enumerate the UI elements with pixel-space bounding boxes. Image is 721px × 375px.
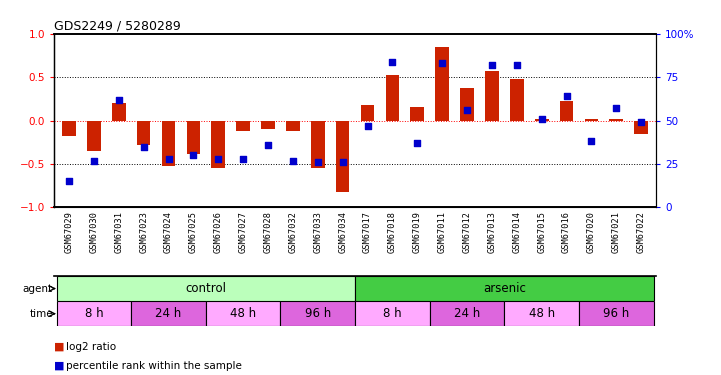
Point (611, 105, 622, 111)
Text: GSM67013: GSM67013 (487, 211, 497, 253)
Point (187, 152, 199, 158)
Bar (236, 121, 250, 131)
Bar (286, 121, 300, 131)
Text: GSM67017: GSM67017 (363, 211, 372, 253)
Text: GSM67027: GSM67027 (239, 211, 247, 253)
Text: 96 h: 96 h (603, 307, 629, 320)
Point (113, 97, 125, 103)
Text: GSM67025: GSM67025 (189, 211, 198, 253)
Bar (137, 121, 151, 145)
Bar (460, 88, 474, 121)
Text: GSM67030: GSM67030 (89, 211, 98, 253)
Text: 96 h: 96 h (305, 307, 331, 320)
Bar (609, 119, 623, 121)
Text: 48 h: 48 h (528, 307, 554, 320)
Point (237, 156, 249, 162)
Bar (355, 301, 430, 326)
Point (585, 138, 597, 144)
Point (138, 144, 149, 150)
Bar (386, 75, 399, 121)
Text: percentile rank within the sample: percentile rank within the sample (66, 361, 242, 370)
Point (486, 62, 497, 68)
Text: GSM67021: GSM67021 (612, 211, 621, 253)
Text: GSM67014: GSM67014 (513, 211, 521, 253)
Text: GSM67016: GSM67016 (562, 211, 571, 253)
Text: control: control (185, 282, 226, 295)
Bar (435, 47, 449, 121)
Point (362, 123, 373, 129)
Point (561, 93, 572, 99)
Point (386, 58, 398, 64)
Bar (585, 119, 598, 121)
Text: GSM67019: GSM67019 (413, 211, 422, 253)
Bar (211, 121, 225, 168)
Bar (87, 121, 101, 151)
Text: 24 h: 24 h (454, 307, 480, 320)
Text: GSM67023: GSM67023 (139, 211, 148, 253)
Text: GSM67034: GSM67034 (338, 211, 347, 253)
Text: arsenic: arsenic (483, 282, 526, 295)
Text: GSM67018: GSM67018 (388, 211, 397, 253)
Point (412, 140, 423, 146)
Text: GSM67028: GSM67028 (263, 211, 273, 253)
Bar (505, 301, 579, 326)
Text: log2 ratio: log2 ratio (66, 342, 117, 352)
Point (436, 60, 448, 66)
Bar (360, 105, 374, 121)
Text: 8 h: 8 h (84, 307, 103, 320)
Point (63, 178, 75, 184)
Bar (485, 71, 499, 121)
Text: GSM67032: GSM67032 (288, 211, 297, 253)
Text: GSM67033: GSM67033 (314, 211, 322, 253)
Text: GSM67011: GSM67011 (438, 211, 447, 253)
Point (262, 142, 274, 148)
Text: GDS2249 / 5280289: GDS2249 / 5280289 (54, 20, 181, 33)
Bar (131, 301, 205, 326)
Bar (336, 121, 350, 192)
Bar (634, 121, 648, 134)
Text: ■: ■ (54, 342, 65, 352)
Text: agent: agent (22, 284, 53, 294)
Point (461, 107, 473, 113)
Text: ■: ■ (54, 361, 65, 370)
Text: GSM67020: GSM67020 (587, 211, 596, 253)
Bar (311, 121, 324, 168)
Bar (187, 121, 200, 154)
Bar (205, 301, 280, 326)
Bar (62, 121, 76, 136)
Bar (410, 107, 424, 121)
Point (511, 62, 523, 68)
Text: GSM67029: GSM67029 (64, 211, 74, 253)
Bar (261, 121, 275, 129)
Point (287, 158, 298, 164)
Text: GSM67022: GSM67022 (637, 211, 646, 253)
Bar (559, 100, 573, 121)
Point (536, 116, 547, 122)
Point (312, 159, 324, 165)
Bar (579, 301, 654, 326)
Bar (430, 301, 505, 326)
Text: GSM67015: GSM67015 (537, 211, 547, 253)
Bar (162, 121, 175, 166)
Bar (535, 119, 549, 121)
Text: 8 h: 8 h (383, 307, 402, 320)
Point (88, 158, 99, 164)
Bar (510, 79, 523, 121)
Point (635, 119, 647, 125)
Text: time: time (30, 309, 53, 319)
Text: GSM67024: GSM67024 (164, 211, 173, 253)
Bar (280, 301, 355, 326)
Bar (56, 276, 355, 301)
Bar (112, 103, 125, 121)
Point (337, 159, 348, 165)
Text: 48 h: 48 h (230, 307, 256, 320)
Text: GSM67026: GSM67026 (213, 211, 223, 253)
Text: 24 h: 24 h (156, 307, 182, 320)
Bar (56, 301, 131, 326)
Text: GSM67012: GSM67012 (463, 211, 472, 253)
Text: GSM67031: GSM67031 (114, 211, 123, 253)
Bar (355, 276, 654, 301)
Point (163, 156, 174, 162)
Point (213, 156, 224, 162)
